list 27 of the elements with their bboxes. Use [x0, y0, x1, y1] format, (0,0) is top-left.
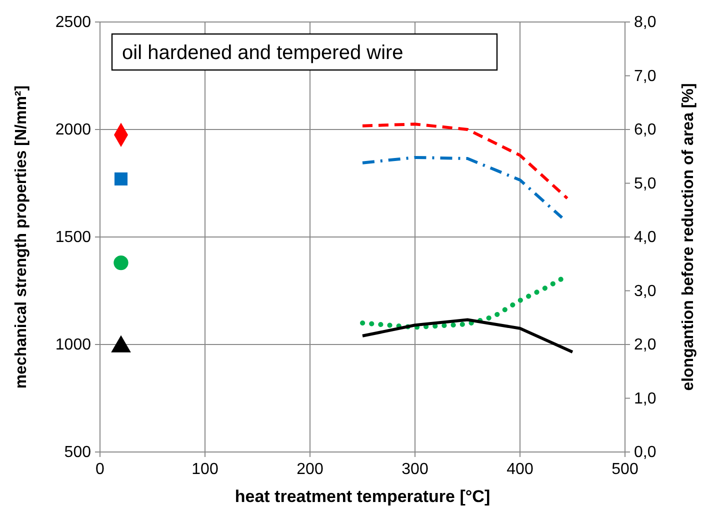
y2-tick-label: 7,0: [634, 68, 656, 85]
x-tick-label: 200: [296, 461, 324, 478]
line-series: [361, 318, 574, 354]
x-axis-title: heat treatment temperature [°C]: [234, 487, 490, 506]
y2-tick-label: 4,0: [634, 229, 656, 246]
y2-tick-label: 2,0: [634, 336, 656, 354]
x-tick-label: 0: [96, 461, 105, 478]
x-tick-label: 500: [612, 461, 638, 478]
x-tick-label: 400: [506, 461, 534, 478]
y2-tick-label: 6,0: [634, 122, 656, 138]
annotation: oil hardened and tempered wire: [122, 42, 404, 64]
y2-tick-label: 5,0: [634, 175, 656, 192]
x-tick-label: 300: [402, 461, 428, 478]
y2-tick-label: 1,0: [634, 390, 656, 408]
y-axis-title: mechanical strength properties [N/mm²]: [13, 85, 30, 389]
y2-tick-label: 0,0: [634, 444, 656, 461]
line-series: [361, 122, 569, 200]
y-tick-label: 500: [64, 444, 92, 461]
y-tick-label: 2500: [55, 14, 92, 31]
y2-tick-label: 3,0: [634, 282, 656, 300]
y-tick-label: 2000: [55, 122, 92, 138]
y2-axis-title: elongantion before reduction of area [%]: [680, 83, 697, 391]
y-tick-label: 1000: [55, 336, 92, 354]
y-tick-label: 1500: [55, 229, 92, 246]
x-tick-label: 100: [192, 461, 218, 478]
line-series: [361, 156, 564, 220]
y2-tick-label: 8,0: [634, 14, 656, 31]
